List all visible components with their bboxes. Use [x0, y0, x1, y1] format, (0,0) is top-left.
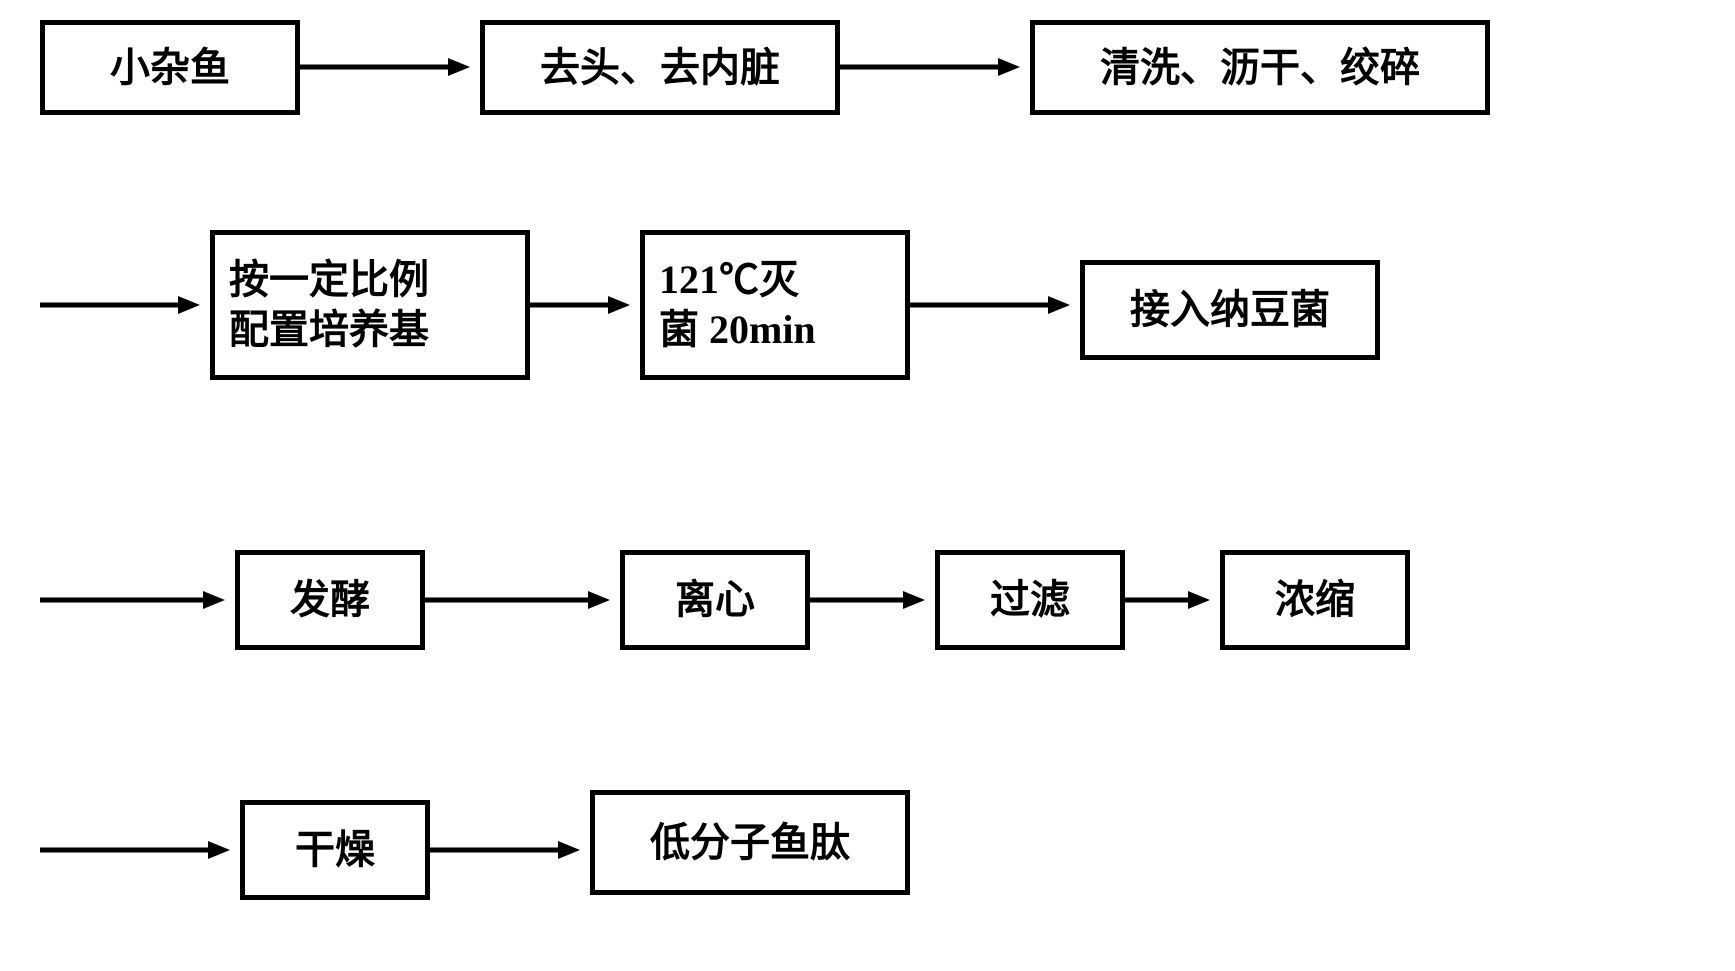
flowchart-canvas: 小杂鱼 去头、去内脏 清洗、沥干、绞碎按一定比例 配置培养基 121℃灭 菌 20mi… — [0, 0, 1735, 971]
flow-node-n1: 小杂鱼 — [40, 20, 300, 115]
flow-arrow-3 — [530, 296, 630, 314]
flow-arrow-0 — [300, 58, 470, 76]
flow-arrow-6 — [425, 591, 610, 609]
flow-node-n3: 清洗、沥干、绞碎 — [1030, 20, 1490, 115]
flow-node-n7: 发酵 — [235, 550, 425, 650]
flow-arrow-2 — [40, 296, 200, 314]
flow-node-n2: 去头、去内脏 — [480, 20, 840, 115]
flow-node-n4: 按一定比例 配置培养基 — [210, 230, 530, 380]
flow-node-n11: 干燥 — [240, 800, 430, 900]
flow-arrow-8 — [1125, 591, 1210, 609]
flow-arrow-1 — [840, 58, 1020, 76]
flow-arrow-7 — [810, 591, 925, 609]
flow-node-n5: 121℃灭 菌 20min — [640, 230, 910, 380]
flow-node-n12: 低分子鱼肽 — [590, 790, 910, 895]
flow-node-n6: 接入纳豆菌 — [1080, 260, 1380, 360]
flow-arrow-9 — [40, 841, 230, 859]
flow-node-n8: 离心 — [620, 550, 810, 650]
flow-node-n9: 过滤 — [935, 550, 1125, 650]
flow-arrow-5 — [40, 591, 225, 609]
flow-arrow-4 — [910, 296, 1070, 314]
flow-arrow-10 — [430, 841, 580, 859]
flow-node-n10: 浓缩 — [1220, 550, 1410, 650]
